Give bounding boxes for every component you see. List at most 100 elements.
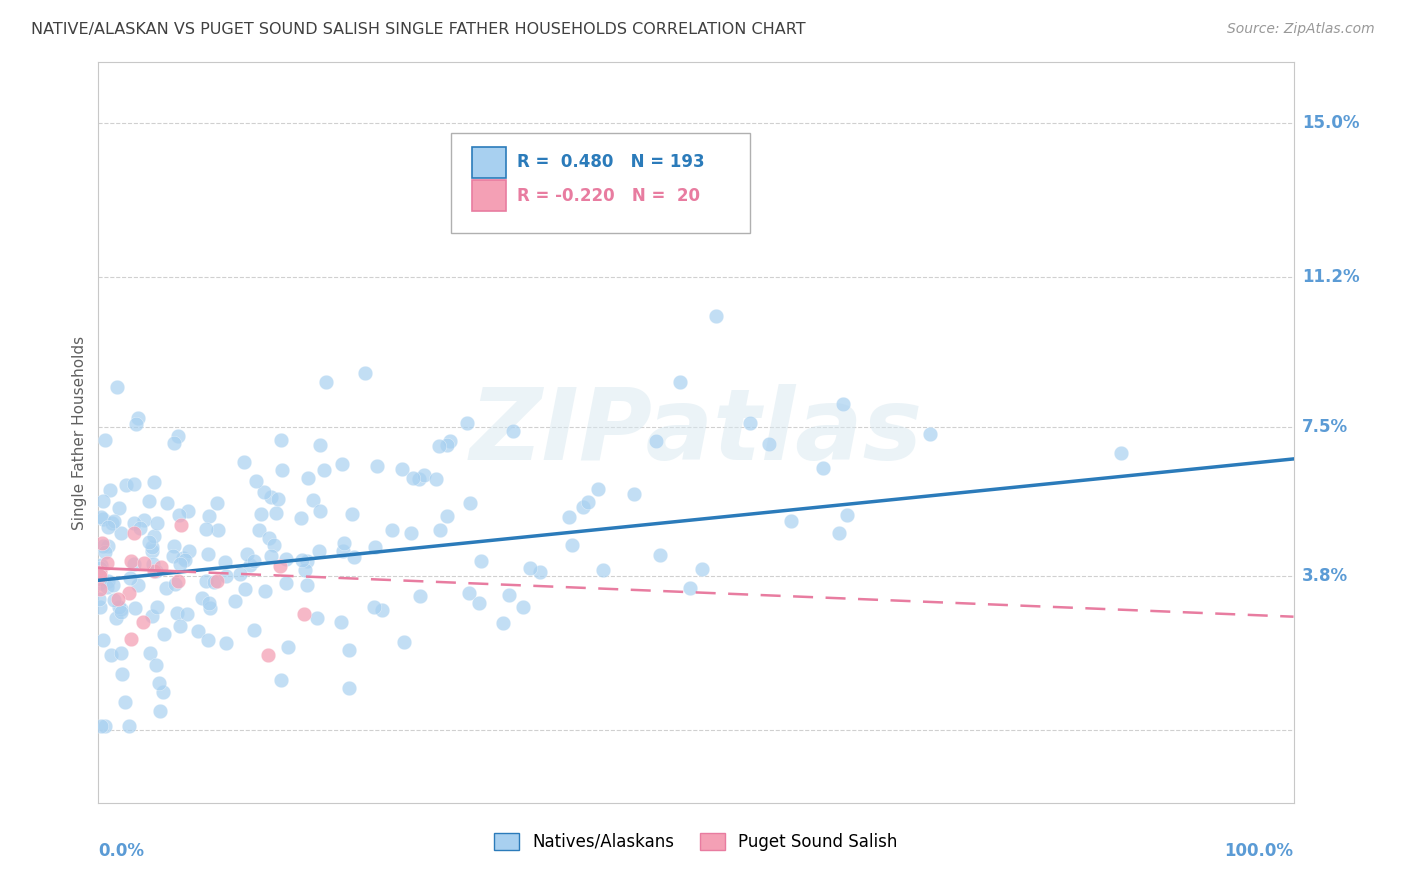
Point <box>257 648 280 662</box>
Point <box>93 544 115 558</box>
Point <box>155 496 177 510</box>
Point <box>576 495 599 509</box>
Point <box>91 493 114 508</box>
Text: R =  0.480   N = 193: R = 0.480 N = 193 <box>517 153 704 171</box>
Point <box>94 719 117 733</box>
Point <box>257 531 280 545</box>
Point <box>215 636 238 650</box>
Point <box>142 529 165 543</box>
Point <box>245 474 267 488</box>
Point <box>142 564 165 578</box>
Point <box>277 640 299 654</box>
Point <box>194 574 217 589</box>
Point <box>308 438 330 452</box>
Point <box>146 516 169 530</box>
Point <box>118 586 141 600</box>
Point <box>127 578 149 592</box>
Point <box>149 704 172 718</box>
Point <box>97 520 120 534</box>
Point <box>162 549 184 563</box>
Point <box>155 581 177 595</box>
Point <box>143 475 166 490</box>
Point <box>224 594 246 608</box>
Point <box>623 487 645 501</box>
Point <box>149 560 172 574</box>
Point <box>267 492 290 507</box>
Text: 0.0%: 0.0% <box>98 842 145 860</box>
Point <box>142 558 165 572</box>
Point <box>381 523 404 537</box>
Point <box>561 538 583 552</box>
Point <box>93 434 115 448</box>
Point <box>97 540 120 554</box>
Text: Source: ZipAtlas.com: Source: ZipAtlas.com <box>1227 22 1375 37</box>
Point <box>91 539 114 553</box>
Point <box>291 552 314 566</box>
Point <box>91 535 114 549</box>
Text: 11.2%: 11.2% <box>1302 268 1360 285</box>
Point <box>758 437 780 451</box>
Point <box>308 544 330 558</box>
Point <box>195 522 218 536</box>
Point <box>204 574 226 589</box>
Point <box>167 508 190 522</box>
Point <box>779 514 801 528</box>
Point <box>392 635 415 649</box>
Point <box>187 624 209 638</box>
Point <box>97 574 120 588</box>
Point <box>114 695 136 709</box>
Point <box>124 601 146 615</box>
Point <box>103 514 125 528</box>
Point <box>169 558 191 572</box>
Point <box>125 417 148 431</box>
Legend: Natives/Alaskans, Puget Sound Salish: Natives/Alaskans, Puget Sound Salish <box>488 826 904 857</box>
Point <box>314 463 336 477</box>
Point <box>295 554 318 568</box>
Point <box>105 611 128 625</box>
Point <box>247 523 270 537</box>
Point <box>233 582 256 597</box>
Point <box>413 468 436 483</box>
Point <box>120 554 142 568</box>
Point <box>190 591 212 605</box>
Point <box>294 607 316 622</box>
Point <box>198 508 221 523</box>
Point <box>89 565 111 579</box>
Point <box>89 575 111 590</box>
Point <box>270 433 292 447</box>
Point <box>96 580 118 594</box>
Point <box>340 507 363 521</box>
Point <box>315 375 337 389</box>
Point <box>297 471 319 485</box>
Point <box>366 458 388 473</box>
Point <box>498 588 520 602</box>
Point <box>586 482 609 496</box>
Point <box>138 494 160 508</box>
Point <box>110 606 132 620</box>
Point <box>169 619 191 633</box>
Point <box>918 426 941 441</box>
Point <box>120 632 142 646</box>
Y-axis label: Single Father Households: Single Father Households <box>72 335 87 530</box>
Point <box>198 596 221 610</box>
Point <box>91 633 114 648</box>
Point <box>427 439 450 453</box>
Point <box>110 647 132 661</box>
Point <box>91 512 114 526</box>
Point <box>90 510 112 524</box>
Point <box>337 643 360 657</box>
Point <box>132 615 155 630</box>
Point <box>557 510 579 524</box>
Point <box>259 549 281 563</box>
Point <box>811 461 834 475</box>
Point <box>342 550 364 565</box>
Point <box>330 615 353 630</box>
Point <box>242 623 264 637</box>
Point <box>108 599 131 614</box>
Point <box>263 538 285 552</box>
Point <box>470 554 492 568</box>
Point <box>197 548 219 562</box>
Point <box>107 379 129 393</box>
Point <box>146 599 169 614</box>
Point <box>141 609 163 624</box>
